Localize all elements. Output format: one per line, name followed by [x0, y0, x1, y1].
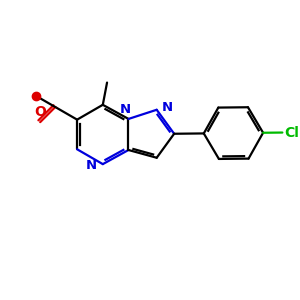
Text: N: N	[161, 101, 172, 114]
Text: N: N	[119, 103, 131, 116]
Text: N: N	[85, 159, 97, 172]
Text: Cl: Cl	[285, 125, 299, 140]
Text: O: O	[34, 105, 46, 119]
